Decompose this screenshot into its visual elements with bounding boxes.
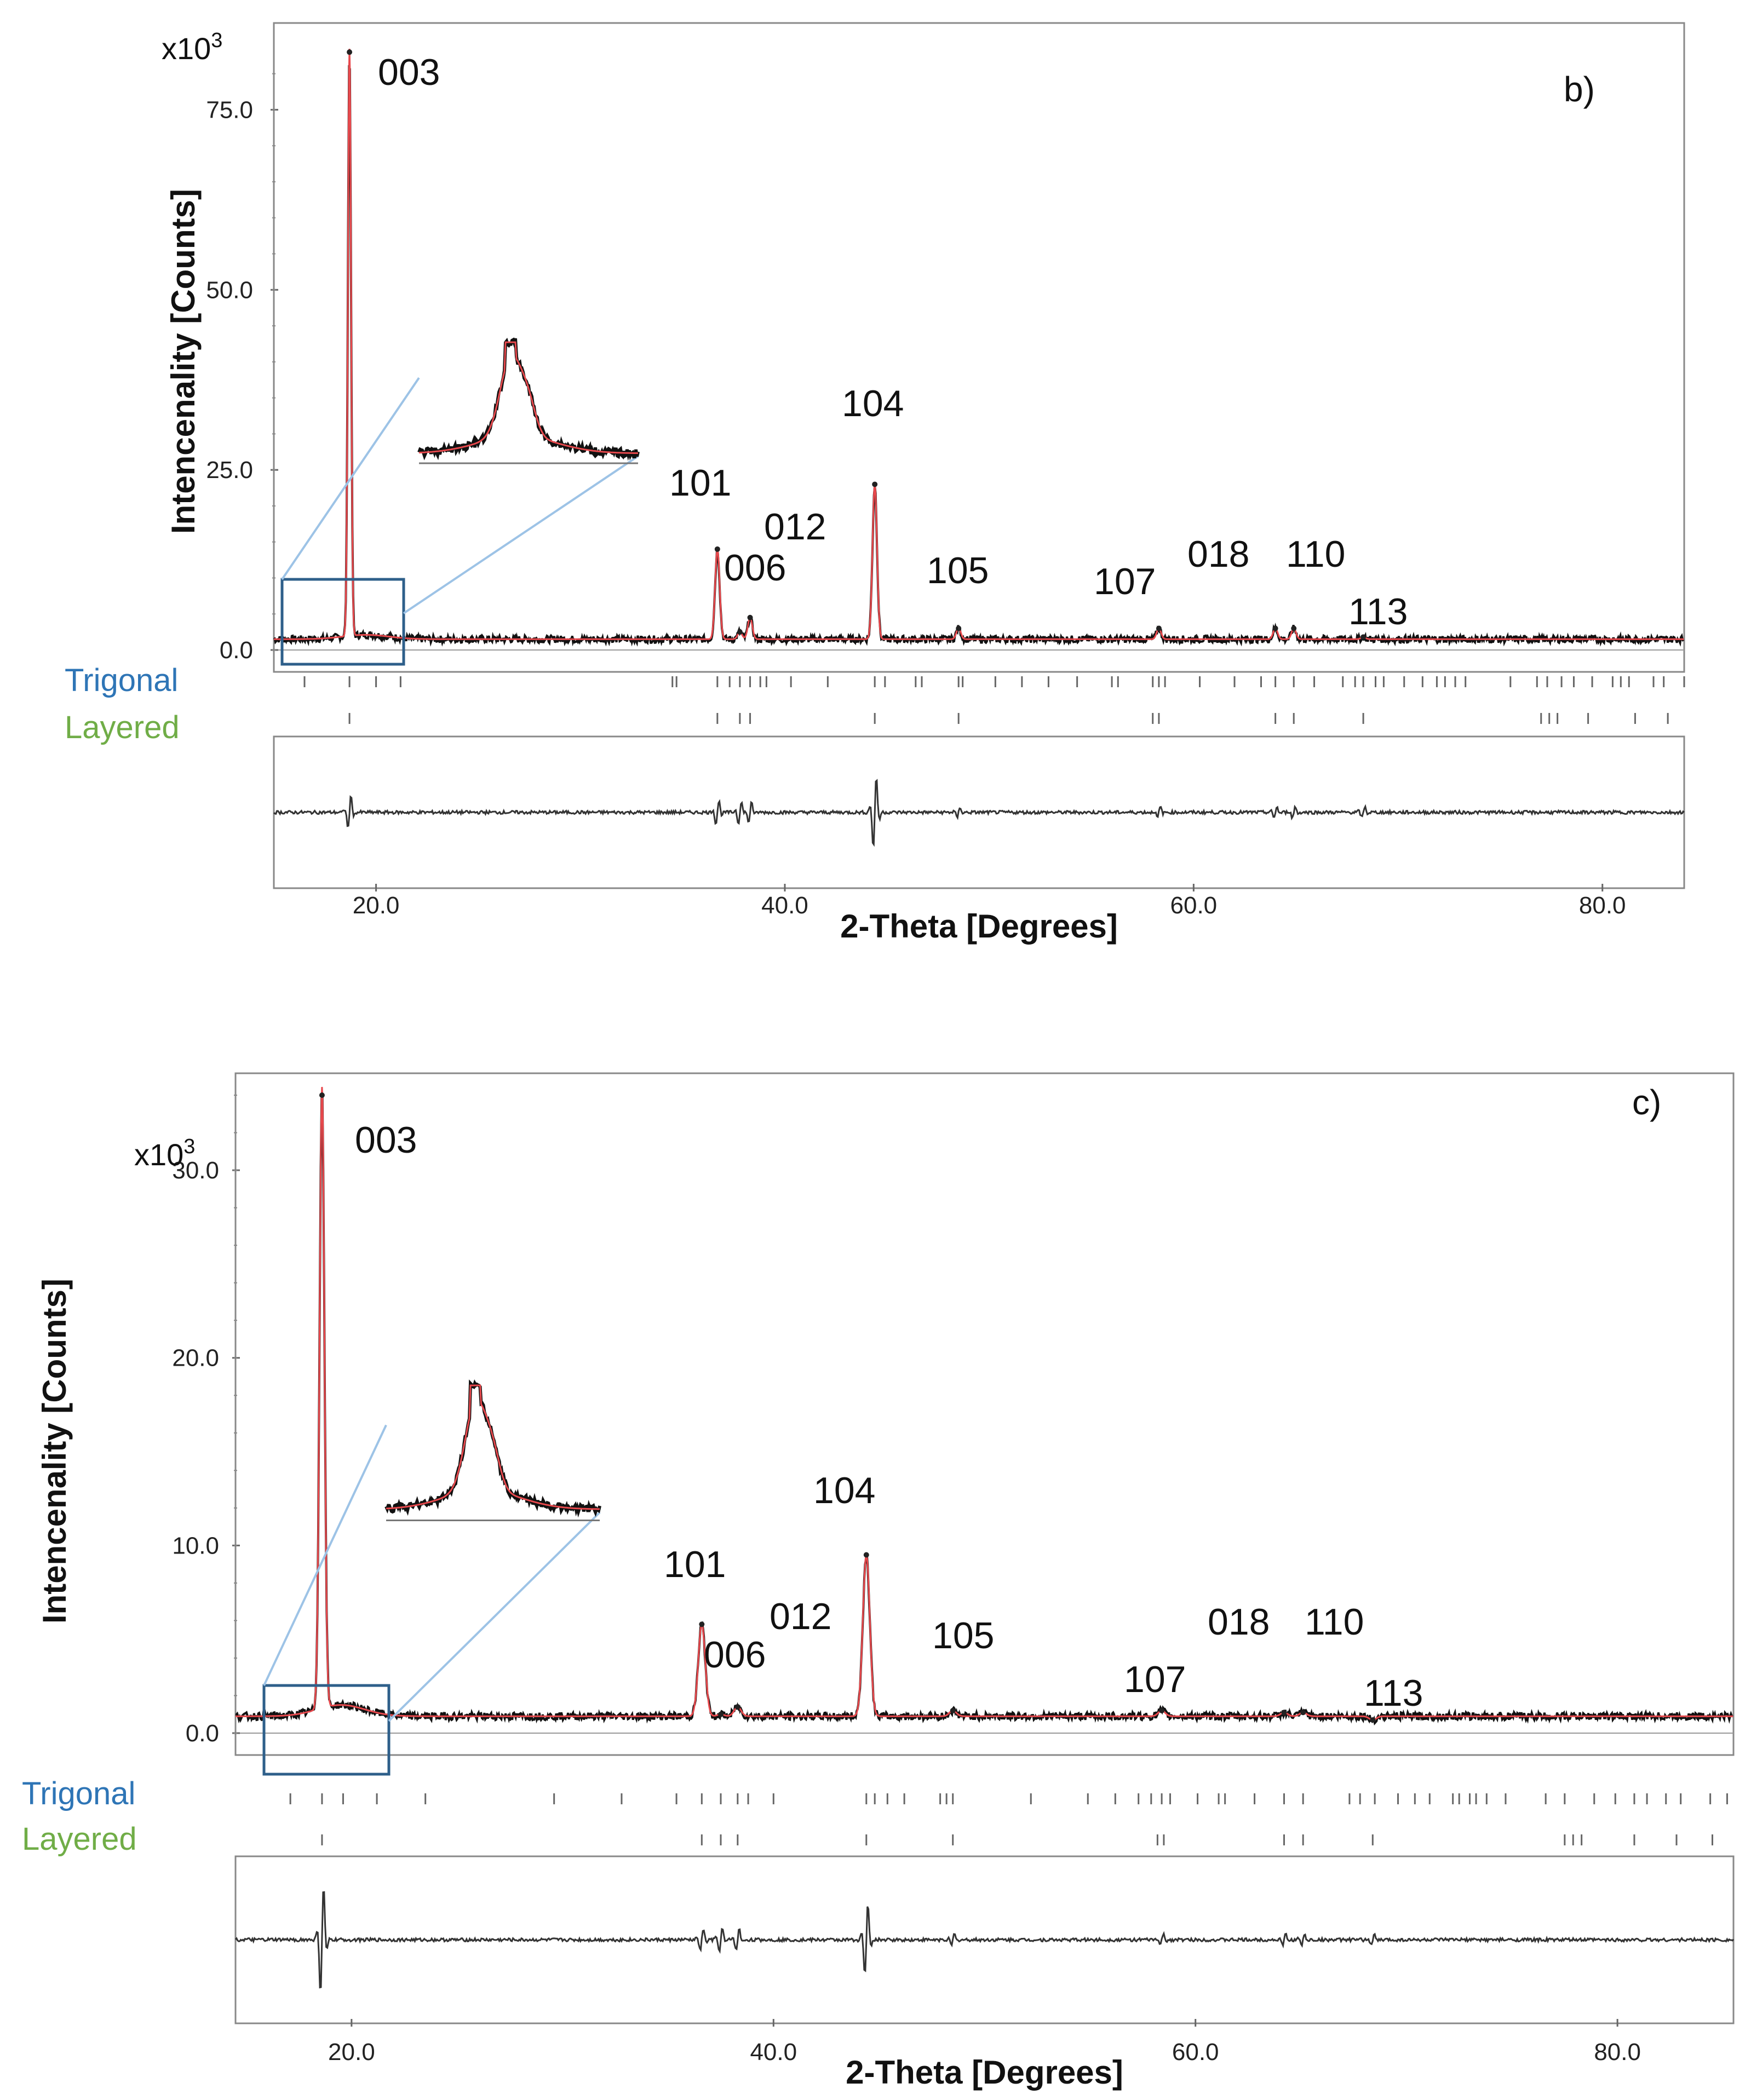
- y-axis-title: Intencenality [Counts]: [165, 189, 202, 534]
- peak-label-018: 018: [1208, 1601, 1270, 1643]
- peak-label-006: 006: [724, 547, 786, 589]
- x-tick-label: 20.0: [353, 892, 400, 919]
- peak-label-006: 006: [704, 1634, 766, 1676]
- legend-trigonal: Trigonal: [22, 1776, 135, 1811]
- peak-label-012: 012: [770, 1596, 831, 1637]
- peak-point: [872, 481, 878, 487]
- peak-label-113: 113: [1364, 1672, 1423, 1714]
- peak-label-012: 012: [764, 506, 826, 548]
- y-axis-title: Intencenality [Counts]: [36, 1279, 73, 1624]
- y-tick-label: 20.0: [172, 1345, 219, 1372]
- x-tick-label: 60.0: [1170, 892, 1218, 919]
- peak-point: [1281, 1710, 1287, 1716]
- peak-point: [347, 49, 353, 55]
- peak-point: [1360, 634, 1367, 640]
- x-axis-title: 2-Theta [Degrees]: [840, 908, 1118, 945]
- y-tick-label: 0.0: [186, 1720, 219, 1747]
- peak-point: [734, 1704, 740, 1710]
- zoom-connector: [281, 377, 420, 580]
- peak-label-110: 110: [1305, 1601, 1364, 1643]
- y-tick-label: 25.0: [206, 457, 253, 484]
- peak-label-113: 113: [1348, 591, 1408, 632]
- peak-point: [863, 1552, 869, 1558]
- zoom-connector: [388, 1511, 601, 1722]
- peak-point: [717, 1711, 724, 1717]
- peak-point: [1300, 1710, 1306, 1716]
- scale-label: x103: [134, 1135, 195, 1172]
- peak-label-105: 105: [932, 1615, 994, 1656]
- plot-frame: [273, 22, 1685, 673]
- peak-point: [737, 629, 743, 635]
- peak-label-110: 110: [1286, 533, 1345, 575]
- peak-point: [747, 614, 753, 620]
- x-tick-label: 80.0: [1594, 2039, 1641, 2066]
- inset-plot: [384, 1379, 601, 1521]
- peak-label-104: 104: [842, 383, 904, 424]
- y-tick-label: 30.0: [172, 1157, 219, 1184]
- peak-point: [1159, 1707, 1165, 1713]
- x-tick-label: 40.0: [750, 2039, 797, 2066]
- legend-layered: Layered: [65, 710, 180, 745]
- difference-series: [234, 1891, 1735, 1989]
- peak-point: [950, 1707, 956, 1713]
- inset-calculated: [418, 341, 639, 454]
- peak-point: [1291, 625, 1297, 631]
- x-tick-label: 40.0: [761, 892, 808, 919]
- peak-point: [714, 546, 720, 552]
- zoom-box: [280, 578, 405, 666]
- scale-label: x103: [162, 29, 222, 66]
- panel-label: c): [1632, 1083, 1661, 1122]
- inset-observed: [417, 337, 640, 461]
- peak-label-107: 107: [1094, 561, 1156, 602]
- x-tick-label: 20.0: [328, 2039, 375, 2066]
- peak-point: [956, 625, 962, 631]
- y-tick-label: 75.0: [206, 96, 253, 123]
- y-tick-label: 50.0: [206, 277, 253, 303]
- legend-layered: Layered: [22, 1821, 137, 1857]
- peak-label-003: 003: [355, 1119, 417, 1161]
- x-tick-label: 60.0: [1172, 2039, 1219, 2066]
- inset-observed: [384, 1379, 601, 1518]
- zoom-box: [262, 1684, 391, 1776]
- peak-label-107: 107: [1124, 1659, 1186, 1700]
- x-axis-title: 2-Theta [Degrees]: [846, 2054, 1123, 2091]
- plot-frame: [234, 1072, 1735, 1756]
- y-tick-label: 0.0: [220, 637, 253, 664]
- y-tick-label: 10.0: [172, 1532, 219, 1559]
- peak-label-101: 101: [669, 462, 731, 504]
- peak-label-003: 003: [378, 51, 440, 93]
- peak-point: [1272, 625, 1278, 631]
- peak-label-104: 104: [813, 1470, 875, 1511]
- zoom-connector: [403, 455, 639, 614]
- zoom-connector: [263, 1424, 387, 1686]
- peak-point: [319, 1092, 325, 1098]
- peak-point: [1156, 625, 1162, 631]
- calculated-series: [274, 48, 1684, 640]
- difference-frame: [273, 735, 1685, 889]
- peak-point: [1370, 1717, 1376, 1723]
- inset-calculated: [386, 1384, 600, 1510]
- difference-series: [273, 779, 1685, 847]
- peak-label-018: 018: [1187, 533, 1249, 575]
- legend-trigonal: Trigonal: [65, 663, 178, 698]
- peak-point: [699, 1621, 705, 1627]
- panel-label: b): [1564, 70, 1595, 109]
- peak-label-101: 101: [664, 1544, 726, 1585]
- x-tick-label: 80.0: [1579, 892, 1626, 919]
- peak-label-105: 105: [927, 550, 989, 591]
- calculated-series: [236, 1086, 1733, 1721]
- inset-plot: [417, 337, 640, 464]
